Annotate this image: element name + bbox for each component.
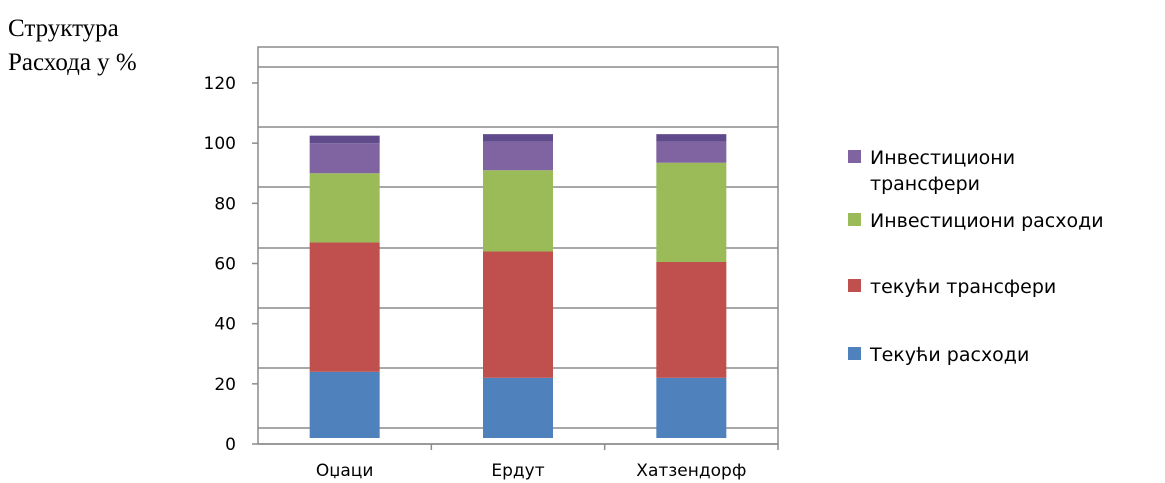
x-category-label: Оџаци (316, 461, 374, 481)
bar-segment-top-cap (483, 134, 553, 142)
caption-line-1: Структура (8, 15, 119, 42)
legend-swatch (848, 347, 861, 360)
legend-label: Текући расходи (869, 344, 1029, 366)
y-tick-labels: 0 20 40 60 80 100 120 (204, 74, 236, 455)
y-tick-label: 20 (214, 375, 236, 395)
bar-segment-инвестициони-трансфери (309, 143, 380, 174)
y-tick-label: 100 (204, 134, 236, 154)
axes (252, 82, 779, 450)
legend-label: трансфери (870, 173, 980, 195)
bar-segment-инвестициони-трансфери (656, 141, 727, 163)
legend-label: Инвестициони расходи (870, 210, 1104, 232)
bar-segment-текући-трансфери (483, 251, 553, 378)
caption-line-2: Расхода у % (8, 49, 137, 76)
bars (309, 134, 727, 438)
y-tick-label: 40 (214, 315, 236, 335)
y-tick-label: 0 (225, 435, 236, 455)
legend-swatch (848, 279, 861, 292)
legend-label: текући трансфери (870, 276, 1056, 298)
y-tick-label: 60 (214, 255, 236, 275)
y-tick-label: 120 (204, 74, 236, 94)
bar-segment-инвестициони-трансфери (483, 141, 553, 171)
bar-segment-текући-расходи (656, 377, 727, 438)
y-tick-label: 80 (214, 194, 236, 214)
bar-segment-текући-трансфери (309, 242, 380, 372)
x-category-label: Ердут (491, 461, 544, 481)
legend-label: Инвестициони (870, 147, 1015, 169)
bar-segment-инвестициони-расходи (483, 170, 553, 252)
bar-segment-инвестициони-расходи (656, 162, 727, 262)
legend-swatch (848, 213, 861, 226)
legend: Инвестициони трансфери Инвестициони расход… (848, 147, 1104, 366)
bar-segment-текући-расходи (309, 371, 380, 438)
bar-segment-top-cap (656, 134, 727, 142)
bar-segment-текући-расходи (483, 377, 553, 438)
legend-swatch (848, 150, 861, 163)
bar-segment-текући-трансфери (656, 261, 727, 378)
x-category-label: Хатзендорф (636, 461, 746, 481)
category-labels: Оџаци Ердут Хатзендорф (316, 461, 746, 481)
chart-caption: Структура Расхода у % (8, 12, 137, 80)
bar-segment-top-cap (309, 135, 380, 144)
bar-segment-инвестициони-расходи (309, 173, 380, 243)
